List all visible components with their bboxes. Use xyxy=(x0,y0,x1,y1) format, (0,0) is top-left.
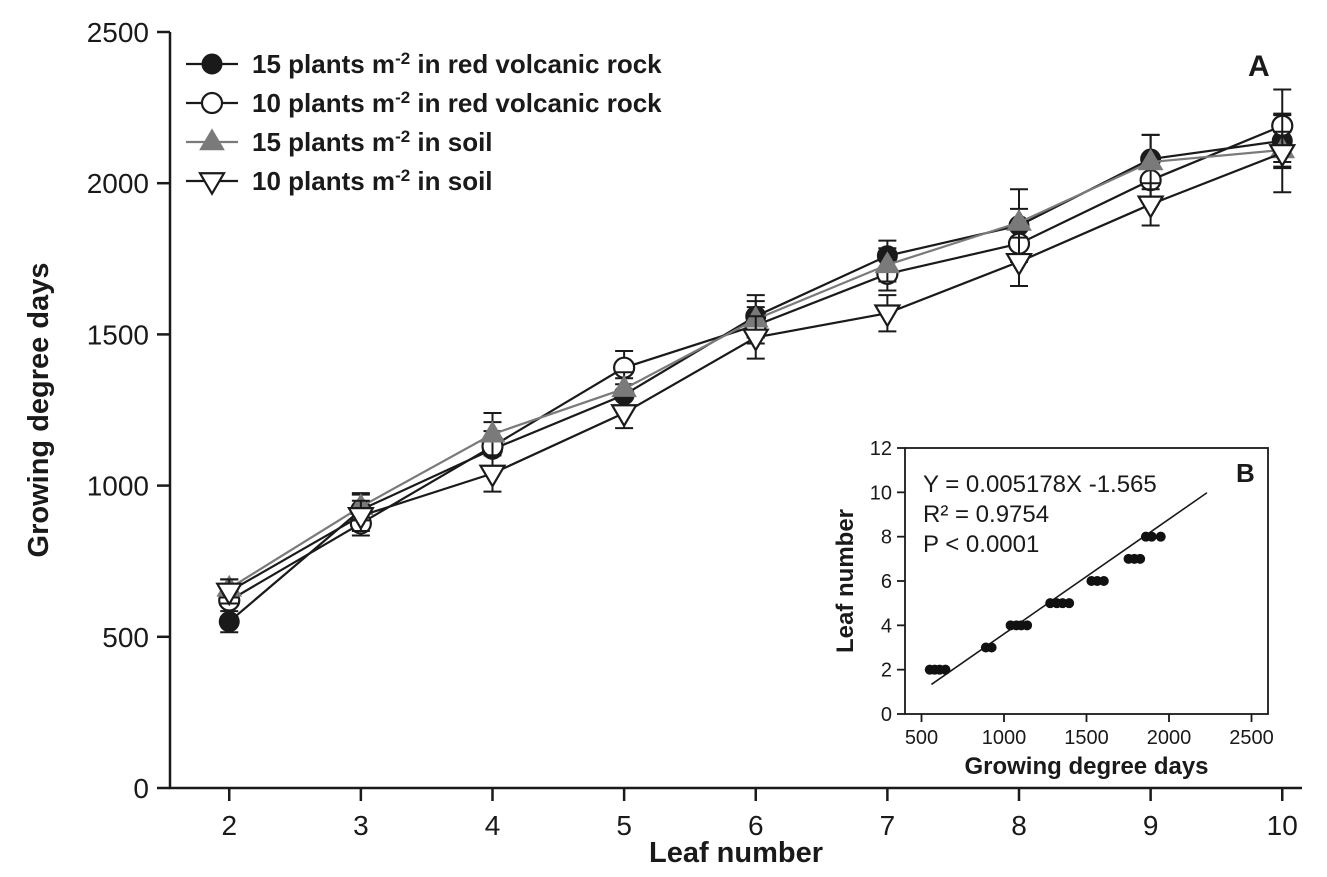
panel-b-inset: 0 2 4 6 8 10 12 500 1000 1500 2000 2500 Growing degr… xyxy=(832,438,1274,780)
marker-triangle-down-open-icon xyxy=(873,304,902,329)
marker-triangle-down-open-icon xyxy=(215,582,244,607)
inset-annotation-line: Y = 0.005178X -1.565 xyxy=(923,471,1157,498)
inset-x-tick-label: 2500 xyxy=(1229,727,1274,749)
x-axis-tick-label: 10 xyxy=(1267,810,1298,841)
marker-circle-filled-icon xyxy=(201,53,223,75)
scatter-point xyxy=(1135,553,1146,564)
inset-y-axis-title: Leaf number xyxy=(832,509,859,653)
legend-entry: 10 plants m-2 in red volcanic rock xyxy=(186,88,662,118)
inset-x-tick-label: 2000 xyxy=(1147,727,1192,749)
marker-triangle-up-filled-icon xyxy=(1137,148,1164,171)
panel-b-label: B xyxy=(1236,458,1255,488)
x-axis-tick-label: 4 xyxy=(485,810,501,841)
series-4 xyxy=(215,112,1297,607)
legend-entry: 10 plants m-2 in soil xyxy=(186,166,493,196)
scatter-point xyxy=(1064,598,1075,609)
x-axis-title: Leaf number xyxy=(649,837,823,869)
x-axis-tick-label: 2 xyxy=(221,810,237,841)
marker-triangle-down-open-icon xyxy=(198,172,226,196)
marker-triangle-up-filled-icon xyxy=(611,375,637,398)
legend-entry: 15 plants m-2 in red volcanic rock xyxy=(186,49,662,79)
panel-a-label: A xyxy=(1248,50,1270,83)
scatter-point xyxy=(1098,576,1109,586)
inset-y-tick-label: 0 xyxy=(881,704,892,726)
marker-triangle-up-filled-icon xyxy=(199,128,225,151)
inset-annotation-line: P < 0.0001 xyxy=(923,531,1039,558)
y-axis-tick-label: 1500 xyxy=(87,319,149,350)
inset-x-axis-title: Growing degree days xyxy=(964,753,1208,780)
inset-x-tick-label: 1000 xyxy=(982,727,1027,749)
scatter-point xyxy=(1022,620,1033,631)
x-axis-tick-label: 6 xyxy=(748,810,764,841)
legend: 15 plants m-2 in red volcanic rock 10 pla… xyxy=(186,49,662,196)
x-axis-tick-label: 8 xyxy=(1011,810,1027,841)
marker-triangle-down-open-icon xyxy=(1268,144,1297,168)
legend-entry: 15 plants m-2 in soil xyxy=(186,127,493,157)
x-axis-tick-label: 9 xyxy=(1143,810,1159,841)
scatter-point xyxy=(1146,531,1157,542)
marker-triangle-down-open-icon xyxy=(346,506,375,531)
inset-y-tick-label: 4 xyxy=(881,615,892,637)
inset-y-tick-label: 6 xyxy=(881,571,892,593)
marker-triangle-up-filled-icon xyxy=(874,251,901,274)
legend-label: 10 plants m-2 in red volcanic rock xyxy=(252,88,662,118)
inset-y-tick-label: 12 xyxy=(870,438,892,460)
marker-triangle-down-open-icon xyxy=(1005,252,1033,277)
inset-x-tick-label: 500 xyxy=(905,727,938,749)
x-axis-tick-label: 5 xyxy=(616,810,632,841)
inset-y-tick-label: 2 xyxy=(881,660,892,682)
inset-y-tick-label: 8 xyxy=(881,527,892,549)
y-axis-tick-label: 500 xyxy=(102,622,149,653)
marker-triangle-up-filled-icon xyxy=(1006,208,1032,231)
legend-label: 15 plants m-2 in soil xyxy=(252,127,493,157)
y-axis-tick-label: 0 xyxy=(133,773,149,804)
inset-y-tick-label: 10 xyxy=(870,482,892,504)
scatter-point xyxy=(986,642,997,653)
x-axis-tick-label: 7 xyxy=(880,810,896,841)
marker-triangle-up-filled-icon xyxy=(479,420,506,443)
x-axis-tick-label: 3 xyxy=(353,810,369,841)
marker-triangle-down-open-icon xyxy=(741,328,770,353)
scatter-point xyxy=(1155,531,1166,542)
marker-triangle-down-open-icon xyxy=(478,464,507,489)
y-axis-tick-label: 2500 xyxy=(87,17,149,48)
regression-line xyxy=(930,492,1208,686)
legend-label: 15 plants m-2 in red volcanic rock xyxy=(252,49,662,79)
inset-x-tick-label: 1500 xyxy=(1064,727,1109,749)
marker-circle-open-icon xyxy=(200,91,224,115)
y-axis-tick-label: 1000 xyxy=(87,471,149,502)
y-axis-tick-label: 2000 xyxy=(87,168,149,199)
marker-triangle-down-open-icon xyxy=(610,404,639,428)
inset-annotation-line: R² = 0.9754 xyxy=(923,501,1049,528)
marker-triangle-down-open-icon xyxy=(1136,195,1165,220)
y-axis-title: Growing degree days xyxy=(23,263,55,558)
scatter-point xyxy=(940,664,951,675)
legend-label: 10 plants m-2 in soil xyxy=(252,166,493,196)
